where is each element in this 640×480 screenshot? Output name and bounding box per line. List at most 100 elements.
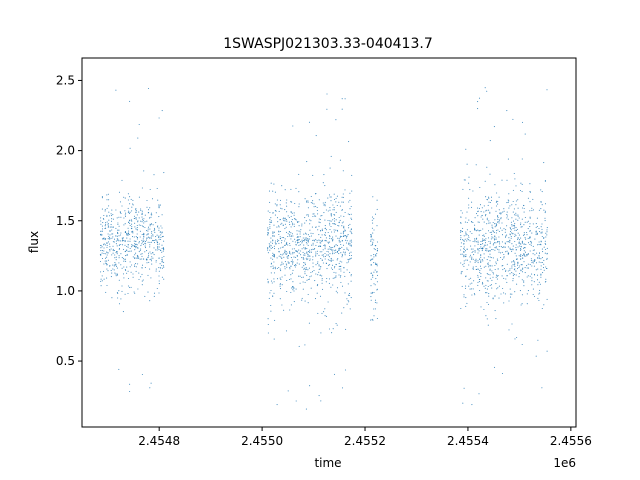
data-point [331, 268, 334, 270]
data-point [286, 266, 288, 268]
data-point [514, 240, 516, 243]
data-point [501, 275, 503, 277]
data-point [517, 214, 519, 216]
data-point [334, 220, 336, 222]
data-point [348, 242, 350, 244]
data-point [327, 231, 329, 234]
data-point [460, 230, 462, 232]
data-point [514, 291, 516, 293]
data-point [330, 155, 332, 157]
data-point [119, 234, 122, 236]
data-point [501, 246, 503, 249]
data-point [115, 263, 117, 265]
data-point [480, 260, 482, 262]
data-point [137, 221, 139, 223]
data-point [489, 284, 491, 287]
data-point [117, 292, 119, 295]
data-point [495, 246, 497, 248]
data-point [305, 267, 307, 269]
data-point [460, 239, 462, 241]
data-point [529, 191, 531, 193]
data-point [151, 198, 154, 200]
data-point [322, 262, 324, 264]
data-point [504, 246, 506, 248]
data-point [530, 260, 532, 262]
data-point [324, 201, 326, 203]
data-point [514, 178, 516, 180]
data-point [100, 223, 102, 225]
data-point [512, 275, 514, 277]
data-point [495, 210, 497, 212]
data-point [529, 236, 531, 238]
data-point [491, 287, 493, 289]
data-point [463, 294, 465, 296]
data-point [330, 259, 332, 261]
data-point [269, 221, 271, 223]
data-point [297, 238, 299, 241]
data-point [479, 271, 481, 273]
data-point [344, 234, 346, 237]
data-point [498, 219, 500, 221]
data-point [298, 263, 300, 265]
data-point [506, 275, 508, 277]
data-point [532, 249, 534, 251]
data-point [544, 217, 546, 219]
data-point [540, 208, 542, 210]
data-point [337, 237, 339, 239]
data-point [505, 269, 507, 271]
data-point [497, 259, 499, 261]
data-point [523, 234, 525, 236]
data-point [127, 199, 129, 201]
data-point [485, 210, 487, 212]
data-point [480, 248, 482, 250]
data-point [147, 226, 150, 228]
data-point [370, 296, 372, 298]
data-point [134, 292, 136, 294]
data-point [516, 258, 519, 260]
data-point [291, 233, 293, 235]
data-point [290, 257, 292, 259]
data-point [336, 245, 338, 247]
data-point [131, 264, 133, 266]
data-point [161, 251, 163, 253]
data-point [324, 244, 326, 246]
data-point [104, 253, 106, 255]
data-point [526, 254, 528, 256]
data-point [546, 253, 548, 255]
data-point [267, 232, 269, 235]
data-point [541, 387, 543, 389]
data-point [307, 256, 309, 258]
data-point [285, 250, 287, 253]
data-point [333, 373, 336, 375]
data-point [272, 212, 274, 214]
data-point [127, 285, 130, 287]
data-point [304, 281, 306, 283]
data-point [546, 247, 548, 249]
data-point [483, 246, 485, 248]
data-point [488, 240, 490, 243]
data-point [321, 275, 323, 277]
data-point [376, 263, 378, 265]
data-point [150, 260, 153, 262]
data-point [270, 304, 272, 307]
data-point [307, 200, 309, 202]
data-point [134, 243, 136, 245]
x-axis-offset-label: 1e6 [553, 456, 576, 470]
data-point [335, 201, 337, 203]
data-point [101, 228, 104, 230]
data-point [129, 147, 131, 149]
data-point [338, 268, 340, 270]
data-point [474, 261, 476, 263]
data-point [514, 263, 516, 265]
data-point [491, 226, 493, 228]
data-point [349, 230, 351, 232]
data-point [131, 223, 133, 225]
data-point [149, 387, 151, 389]
data-point [491, 224, 493, 226]
data-point [490, 238, 492, 240]
data-point [125, 260, 127, 262]
data-point [280, 242, 283, 244]
data-point [460, 210, 462, 212]
data-point [282, 246, 284, 248]
data-point [546, 267, 548, 270]
